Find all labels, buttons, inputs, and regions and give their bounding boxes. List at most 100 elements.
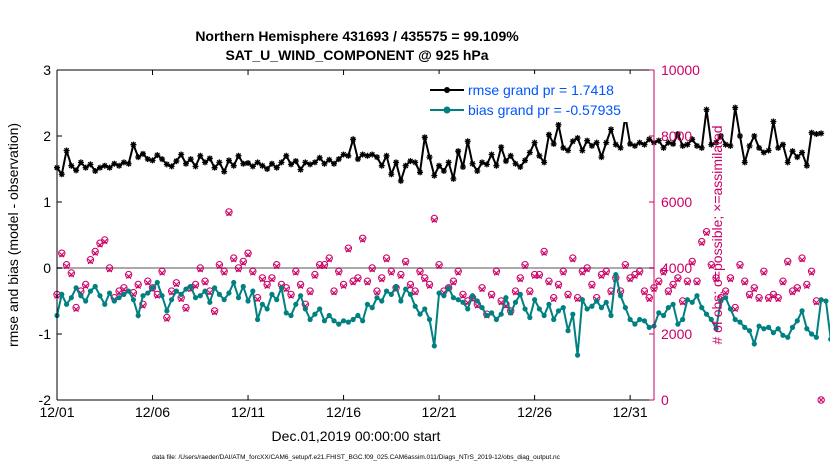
rmse-point	[292, 158, 299, 165]
obs-possible-point	[421, 274, 429, 282]
rmse-point	[216, 159, 223, 166]
obs-possible-point	[139, 300, 147, 308]
legend-bias-label: bias grand pr = -0.57935	[468, 102, 621, 118]
bias-point	[317, 306, 323, 312]
x-tick-label: 12/31	[613, 404, 648, 420]
obs-assimilated-point	[82, 283, 89, 289]
rmse-point	[507, 152, 514, 159]
rmse-point	[159, 156, 166, 163]
bias-point	[665, 305, 671, 311]
bias-point	[393, 283, 399, 290]
bias-point	[770, 330, 777, 336]
rmse-point	[584, 137, 591, 144]
obs-assimilated-point	[230, 256, 237, 263]
obs-possible-point	[755, 294, 763, 302]
obs-assimilated-point	[756, 296, 762, 303]
plot-area	[57, 70, 654, 400]
obs-possible-point	[354, 274, 362, 282]
bias-point	[369, 305, 375, 311]
obs-assimilated-point	[335, 270, 342, 276]
obs-assimilated-point	[211, 309, 218, 316]
rmse-point	[775, 144, 782, 151]
obs-possible-point	[803, 280, 811, 289]
obs-assimilated-point	[498, 299, 504, 306]
obs-possible-point	[664, 287, 673, 295]
rmse-point	[560, 144, 567, 151]
bias-point	[426, 316, 433, 323]
bias-point	[140, 293, 146, 299]
rmse-point	[732, 104, 739, 111]
rmse-point	[803, 162, 810, 169]
obs-assimilated-point	[641, 289, 648, 296]
obs-possible-point	[449, 277, 458, 285]
y-right-tick-label: 6000	[661, 194, 692, 210]
rmse-point	[240, 160, 247, 167]
obs-assimilated-point	[168, 289, 175, 296]
rmse-point	[230, 162, 237, 169]
bias-point	[350, 316, 356, 323]
rmse-point	[502, 158, 509, 165]
obs-possible-point	[382, 254, 391, 262]
obs-assimilated-point	[627, 276, 633, 283]
obs-possible-point	[655, 277, 663, 285]
obs-assimilated-point	[560, 270, 567, 276]
obs-possible-point	[124, 270, 133, 279]
bias-point	[216, 291, 222, 297]
obs-possible-point	[344, 244, 353, 252]
obs-possible-point	[411, 287, 419, 295]
legend-bias-marker	[443, 106, 451, 114]
obs-assimilated-point	[603, 270, 610, 276]
rmse-point	[264, 166, 271, 172]
obs-assimilated-point	[751, 286, 758, 293]
obs-possible-point	[521, 261, 529, 269]
rmse-point	[221, 168, 228, 175]
obs-assimilated-point	[350, 280, 356, 286]
rmse-point	[345, 152, 352, 159]
bias-point	[632, 321, 638, 327]
bias-point	[555, 308, 562, 314]
bias-point	[627, 316, 633, 323]
obs-possible-point	[640, 287, 649, 295]
rmse-point	[144, 156, 151, 163]
obs-assimilated-point	[679, 299, 686, 306]
obs-assimilated-point	[58, 252, 65, 258]
obs-assimilated-point	[307, 289, 313, 296]
bias-point	[431, 343, 437, 349]
bias-point	[527, 314, 533, 321]
obs-assimilated-point	[355, 276, 361, 283]
x-axis-label: Dec.01,2019 00:00:00 start	[272, 428, 441, 444]
rmse-point	[135, 154, 142, 161]
rmse-point	[316, 154, 323, 161]
obs-possible-point	[550, 294, 558, 302]
bias-point	[135, 312, 141, 319]
obs-assimilated-point	[273, 263, 280, 270]
bias-point	[97, 293, 103, 299]
obs-possible-point	[645, 294, 653, 302]
obs-possible-point	[58, 249, 66, 257]
bias-point	[293, 301, 299, 307]
obs-assimilated-point	[312, 273, 318, 280]
obs-assimilated-point	[125, 273, 132, 280]
rmse-point	[206, 155, 213, 162]
rmse-point	[608, 126, 615, 133]
obs-assimilated-point	[87, 258, 94, 265]
obs-assimilated-point	[359, 237, 366, 243]
rmse-point	[779, 141, 786, 148]
rmse-point	[364, 152, 371, 159]
rmse-point	[412, 159, 419, 166]
rmse-point	[259, 162, 266, 169]
obs-assimilated-point	[345, 247, 352, 253]
obs-possible-point	[760, 267, 768, 275]
bias-point	[403, 286, 409, 292]
obs-assimilated-point	[660, 270, 667, 276]
obs-assimilated-point	[106, 266, 113, 273]
rmse-point	[689, 136, 696, 143]
obs-assimilated-point	[550, 296, 557, 303]
bias-point	[269, 291, 275, 297]
rmse-point	[192, 163, 199, 170]
obs-assimilated-point	[269, 276, 275, 283]
bias-point	[522, 306, 528, 312]
chart-subtitle: SAT_U_WIND_COMPONENT @ 925 hPa	[225, 47, 488, 63]
obs-possible-point	[72, 303, 80, 312]
